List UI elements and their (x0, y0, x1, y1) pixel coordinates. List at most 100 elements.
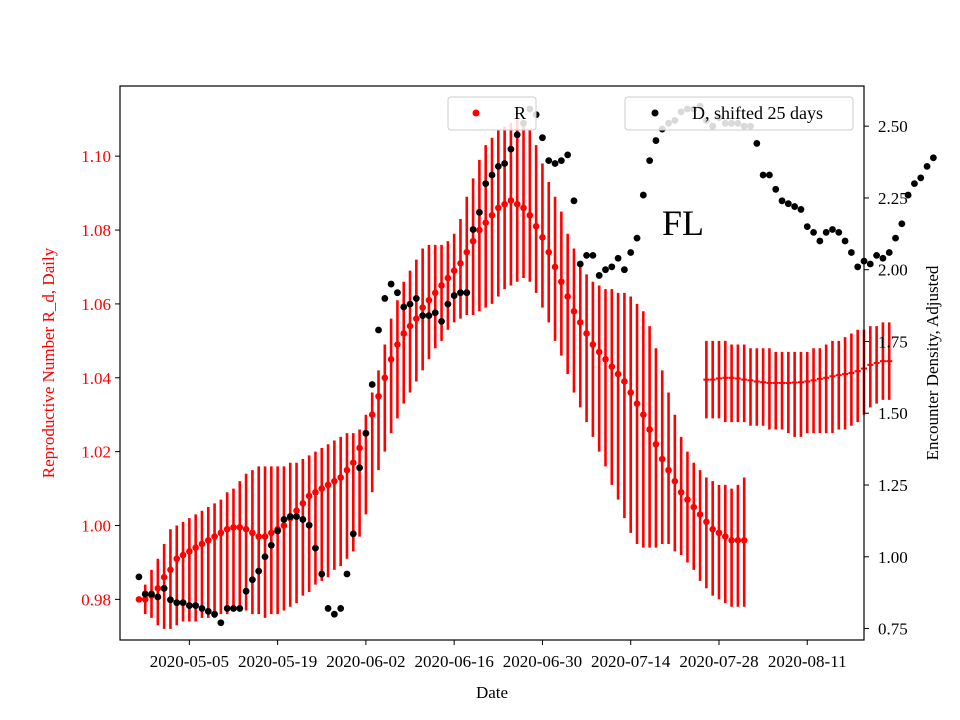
x-tick-label: 2020-07-14 (591, 652, 671, 671)
y-left-tick-label: 1.08 (81, 221, 111, 240)
d-point (375, 326, 382, 334)
r-point (312, 488, 319, 496)
d-point (917, 174, 925, 182)
d-point (192, 602, 200, 609)
y-left-tick-label: 1.10 (81, 147, 111, 166)
y-right-tick-label: 2.00 (878, 261, 908, 280)
r-point (318, 485, 326, 492)
r-point (186, 548, 193, 555)
d-point (494, 162, 502, 170)
r-point (677, 488, 685, 496)
d-point (274, 527, 282, 535)
r-point (526, 211, 534, 219)
d-point (267, 541, 275, 549)
d-point (929, 154, 937, 162)
d-point (576, 260, 584, 268)
r-point (261, 533, 269, 540)
d-point (400, 303, 408, 311)
d-point (217, 619, 225, 627)
r-point (476, 226, 483, 234)
d-point (513, 131, 521, 139)
r-point (305, 492, 313, 500)
d-point (797, 206, 805, 213)
r-point (709, 525, 716, 533)
d-point (545, 157, 553, 165)
d-point (759, 171, 767, 179)
r-point (255, 533, 263, 540)
d-point (343, 570, 351, 578)
r-point (368, 411, 376, 419)
x-axis-label: Date (476, 683, 508, 702)
d-point (784, 200, 792, 208)
d-point (835, 228, 843, 236)
r-point (740, 536, 748, 544)
d-point (854, 263, 862, 271)
d-point (242, 587, 250, 595)
y-right-tick-label: 1.00 (878, 548, 908, 567)
d-point (312, 544, 319, 552)
r-point (558, 278, 565, 286)
x-tick-label: 2020-06-02 (326, 652, 405, 671)
d-point (639, 191, 647, 199)
d-point (293, 513, 300, 520)
y-right-tick-label: 1.25 (878, 476, 908, 495)
d-point (280, 516, 288, 523)
r-point (482, 219, 489, 226)
y-left-tick-label: 1.00 (81, 517, 111, 536)
r-point (343, 466, 351, 474)
d-point (394, 289, 401, 297)
d-point (381, 295, 389, 302)
legend-d-box (624, 96, 854, 131)
r-point (242, 525, 250, 533)
d-point (412, 295, 420, 302)
r-point (646, 426, 653, 433)
r-point (204, 536, 212, 544)
d-point (261, 553, 269, 561)
y-right-tick-label: 1.50 (878, 404, 908, 423)
r-point (280, 522, 288, 529)
d-point (866, 260, 874, 268)
d-point (652, 137, 660, 144)
d-point (501, 160, 509, 167)
d-point (337, 605, 345, 612)
d-point (595, 272, 603, 279)
d-point (772, 185, 780, 193)
d-point (148, 590, 155, 598)
d-point (419, 312, 427, 320)
d-point (362, 429, 370, 437)
r-point (513, 200, 521, 208)
r-point (192, 544, 199, 551)
r-point (331, 477, 338, 485)
x-tick-label: 2020-07-28 (679, 652, 758, 671)
d-point (539, 134, 546, 142)
d-point (406, 300, 414, 308)
r-point (690, 503, 698, 511)
r-point (671, 477, 679, 485)
d-point (141, 590, 149, 598)
d-point (173, 599, 181, 607)
r-point (299, 500, 307, 507)
r-point (539, 234, 546, 241)
legend-d-marker (651, 109, 659, 117)
r-point (608, 363, 616, 370)
r-point (450, 267, 458, 274)
r-point (425, 296, 433, 304)
y-axis-right-label: Encounter Density, Adjusted (923, 265, 942, 460)
d-point (816, 237, 824, 245)
r-point (349, 459, 357, 467)
r-point (583, 330, 590, 337)
d-point (324, 605, 332, 612)
r-point (431, 289, 439, 297)
r-point (501, 200, 508, 208)
d-point (185, 602, 193, 609)
d-point (469, 226, 477, 233)
r-point (438, 282, 445, 289)
d-point (198, 605, 206, 612)
y-right-tick-label: 1.75 (878, 332, 908, 351)
d-point (621, 266, 628, 274)
d-point (923, 162, 931, 170)
x-tick-label: 2020-05-05 (150, 652, 229, 671)
r-point (621, 378, 628, 385)
d-point (349, 530, 357, 538)
